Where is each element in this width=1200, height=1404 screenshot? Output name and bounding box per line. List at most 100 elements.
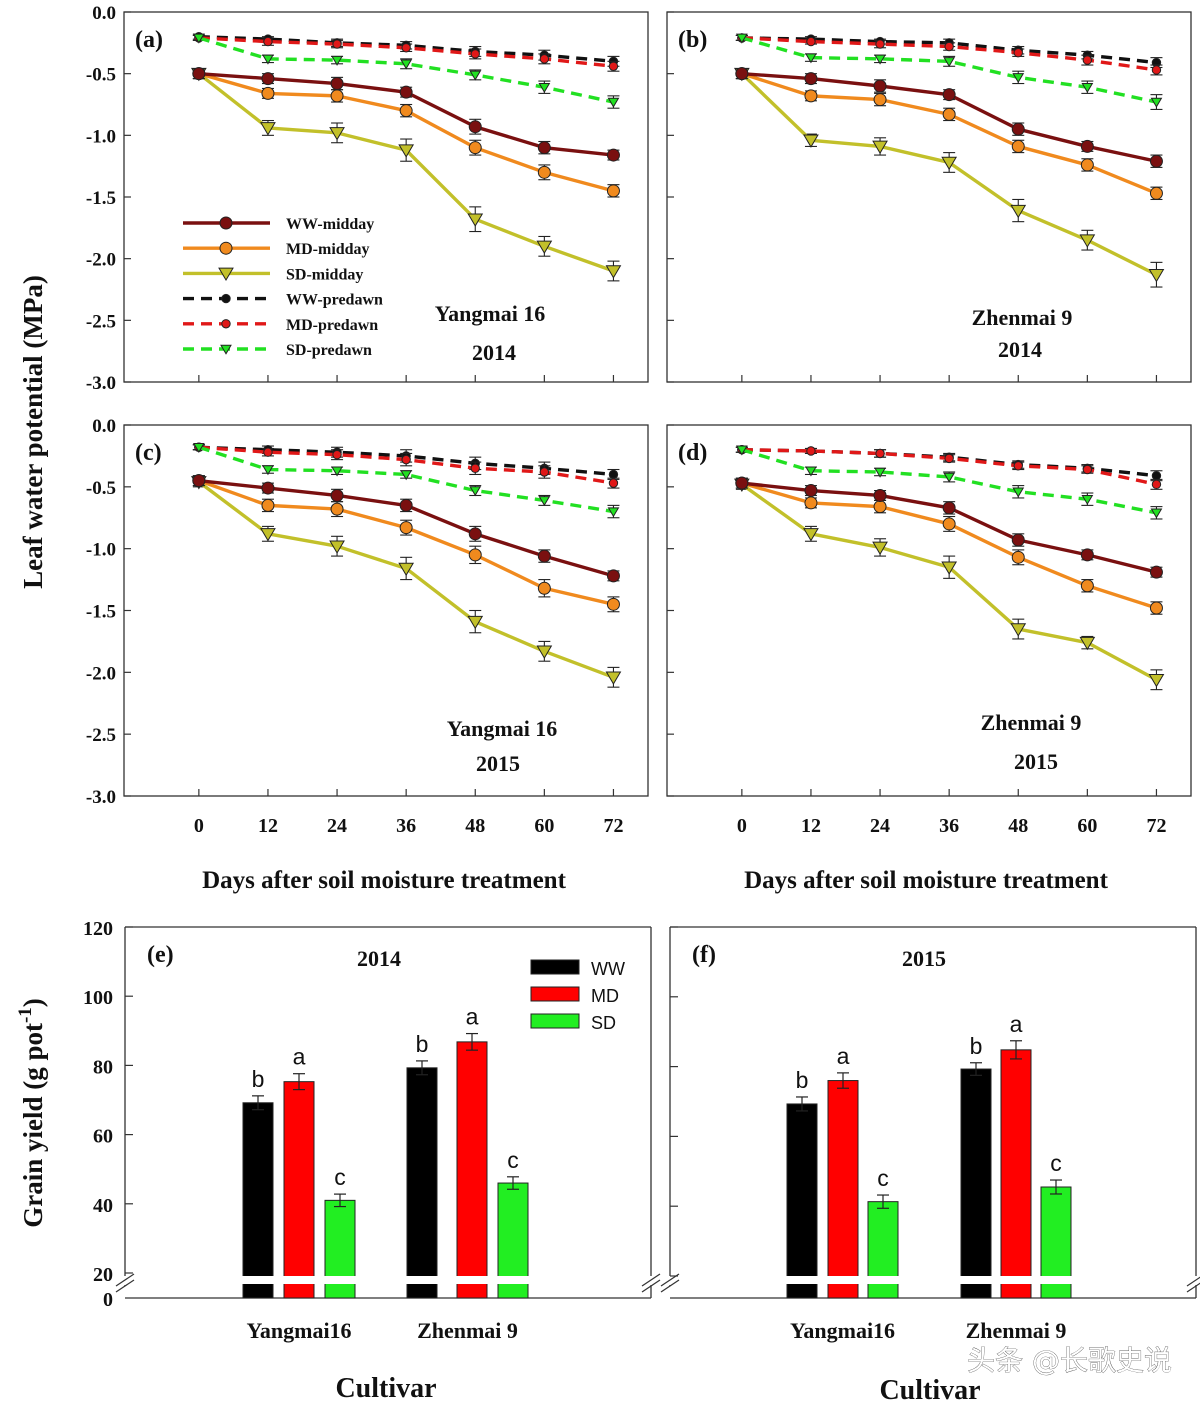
marker-WW-midday bbox=[330, 77, 344, 91]
marker-WW-midday bbox=[192, 474, 206, 488]
panel-title-cultivar: Zhenmai 9 bbox=[972, 305, 1073, 330]
category-Zhenmai 9: b a c Zhenmai 9 bbox=[957, 1011, 1075, 1343]
y-tick-label: 20 bbox=[93, 1264, 113, 1286]
marker-SD-predawn bbox=[538, 82, 551, 93]
panel-title-cultivar: Zhenmai 9 bbox=[981, 710, 1082, 735]
marker-WW-midday bbox=[1149, 154, 1163, 168]
marker-WW-predawn bbox=[608, 469, 619, 480]
x-tick-label: 48 bbox=[1008, 815, 1028, 837]
marker-legend-MD-midday bbox=[219, 241, 233, 255]
marker-SD-midday bbox=[872, 541, 888, 556]
bar-panel-e: 120 100 80 60 40 20 0 (e) 2014 b a c Yangmai16 b a c Zhe… bbox=[83, 918, 661, 1343]
marker-MD-midday bbox=[1080, 579, 1094, 593]
marker-SD-midday bbox=[872, 140, 888, 155]
series-WW-midday bbox=[192, 67, 620, 162]
marker-MD-midday bbox=[1080, 158, 1094, 172]
legend-label-SD-midday: SD-midday bbox=[286, 266, 363, 283]
significance-letter: c bbox=[334, 1164, 346, 1190]
marker-MD-predawn bbox=[539, 467, 550, 477]
marker-SD-predawn bbox=[735, 33, 748, 44]
marker-SD-predawn bbox=[607, 97, 620, 108]
significance-letter: c bbox=[507, 1147, 519, 1173]
series-SD-midday bbox=[190, 476, 622, 688]
category-Yangmai16: b a c Yangmai16 bbox=[783, 1043, 902, 1343]
series-MD-midday bbox=[735, 67, 1163, 201]
marker-SD-midday bbox=[941, 156, 958, 171]
x-tick-label: 36 bbox=[396, 815, 416, 837]
marker-SD-predawn bbox=[262, 465, 274, 476]
marker-SD-predawn bbox=[400, 59, 413, 70]
marker-SD-predawn bbox=[874, 467, 886, 478]
y-tick-label: 0 bbox=[103, 1289, 113, 1311]
x-tick-label: 0 bbox=[737, 815, 747, 837]
marker-WW-midday bbox=[537, 141, 551, 155]
x-tick-label: 72 bbox=[1146, 815, 1166, 837]
axis-break-slash bbox=[641, 1273, 661, 1287]
axis-break-slash bbox=[660, 1279, 680, 1293]
legend: WW-midday MD-midday SD-midday WW-predawn MD-… bbox=[183, 216, 383, 359]
bar-panel-f: (f) 2015 b a c Yangmai16 b a c Zhenmai 9 bbox=[660, 926, 1200, 1343]
significance-letter: b bbox=[252, 1066, 265, 1092]
y-tick-label: 60 bbox=[93, 1126, 113, 1148]
marker-SD-midday bbox=[1010, 204, 1027, 219]
marker-SD-predawn bbox=[943, 57, 956, 68]
marker-MD-predawn bbox=[1082, 55, 1093, 65]
panel-subtitle-year: 2015 bbox=[1014, 749, 1058, 774]
significance-letter: a bbox=[1010, 1011, 1023, 1037]
y-tick-label: 120 bbox=[83, 918, 113, 940]
marker-WW-midday bbox=[873, 488, 887, 502]
marker-MD-midday bbox=[261, 498, 275, 512]
series-MD-midday bbox=[192, 474, 620, 613]
x-tick-label: 12 bbox=[258, 815, 278, 837]
marker-WW-midday bbox=[606, 569, 620, 583]
marker-MD-predawn bbox=[539, 54, 550, 64]
marker-WW-midday bbox=[537, 549, 551, 563]
marker-legend-SD-predawn bbox=[220, 344, 232, 355]
axis-break-mark bbox=[641, 1273, 661, 1293]
x-category-label: Zhenmai 9 bbox=[966, 1318, 1067, 1343]
marker-WW-midday bbox=[606, 148, 620, 162]
marker-WW-midday bbox=[804, 484, 818, 498]
marker-MD-predawn bbox=[332, 39, 342, 49]
marker-SD-midday bbox=[605, 671, 622, 685]
marker-MD-midday bbox=[804, 496, 818, 510]
panel-subtitle-year: 2015 bbox=[476, 751, 520, 776]
legend-swatch-SD bbox=[530, 1013, 580, 1029]
series-line-SD-midday bbox=[740, 72, 1158, 277]
marker-MD-midday bbox=[606, 184, 620, 198]
panel-frame-b bbox=[666, 11, 1192, 383]
y-tick-label: 0.0 bbox=[92, 3, 116, 24]
marker-WW-midday bbox=[804, 72, 818, 86]
marker-SD-predawn bbox=[192, 33, 205, 44]
marker-WW-midday bbox=[1011, 533, 1025, 547]
marker-MD-predawn bbox=[1151, 65, 1162, 75]
marker-MD-midday bbox=[1011, 139, 1025, 153]
marker-SD-predawn bbox=[943, 472, 956, 483]
marker-SD-predawn bbox=[874, 54, 886, 65]
marker-MD-predawn bbox=[1151, 479, 1162, 490]
marker-WW-midday bbox=[1011, 122, 1025, 136]
category-Yangmai16: b a c Yangmai16 bbox=[239, 1044, 359, 1343]
y-tick-label: -2.0 bbox=[86, 663, 116, 684]
axis-break-mark bbox=[1186, 1276, 1200, 1293]
x-tick-label: 0 bbox=[194, 815, 204, 837]
series-MD-midday bbox=[192, 67, 620, 198]
marker-WW-midday bbox=[735, 476, 749, 490]
y-tick-label: -2.0 bbox=[86, 250, 116, 271]
marker-WW-predawn bbox=[1151, 471, 1162, 481]
series-SD-predawn bbox=[192, 443, 620, 519]
marker-SD-midday bbox=[467, 213, 484, 227]
bar-MD bbox=[456, 1041, 488, 1299]
significance-letter: b bbox=[796, 1067, 809, 1093]
marker-MD-midday bbox=[942, 107, 956, 121]
marker-MD-midday bbox=[942, 517, 956, 531]
watermark-text: 头条 @长歌史说 bbox=[967, 1344, 1172, 1377]
significance-letter: a bbox=[293, 1044, 306, 1070]
y-tick-label: 100 bbox=[83, 987, 113, 1009]
y-tick-label: 80 bbox=[93, 1056, 113, 1078]
marker-MD-predawn bbox=[332, 449, 342, 460]
marker-MD-midday bbox=[606, 597, 620, 611]
bar-WW bbox=[786, 1103, 818, 1299]
x-axis-label-cultivar-right: Cultivar bbox=[879, 1375, 980, 1404]
